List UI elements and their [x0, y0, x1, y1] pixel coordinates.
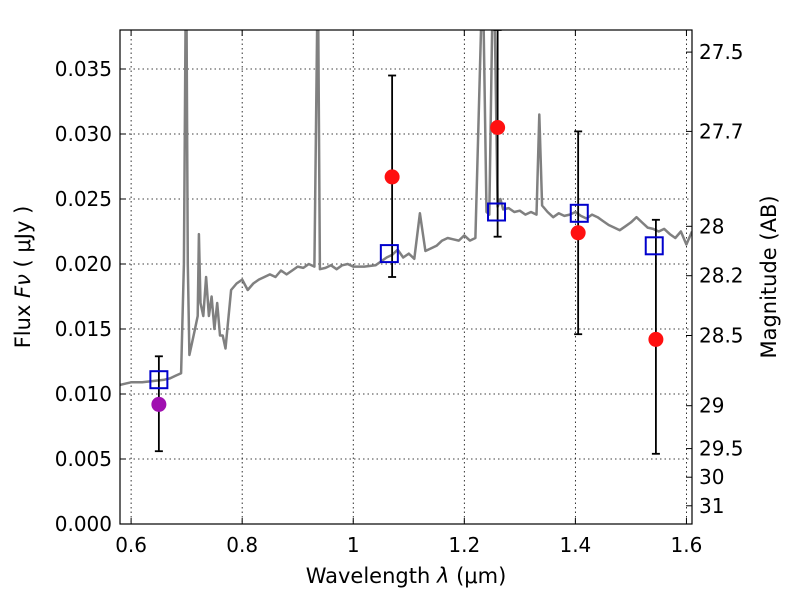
model-flux-square	[644, 236, 664, 256]
x-axis-label: Wavelength λ (μm)	[306, 564, 507, 588]
y2-tick-label: 29.5	[699, 437, 744, 461]
x-axis-label-unit: (μm)	[456, 564, 506, 588]
y-tick-label: 0.000	[55, 512, 112, 536]
observed-flux-point	[384, 169, 400, 185]
y-axis-label-text: Flux	[11, 305, 35, 349]
y2-tick-label: 27.5	[699, 40, 744, 64]
observed-flux-point	[648, 331, 664, 347]
y-tick-label: 0.035	[55, 57, 112, 81]
model-flux-square	[569, 203, 589, 223]
x-axis-label-text: Wavelength	[306, 564, 431, 588]
y-tick-label: 0.030	[55, 122, 112, 146]
y-tick-label: 0.015	[55, 317, 112, 341]
observed-flux-point	[570, 225, 586, 241]
y-tick-label: 0.005	[55, 447, 112, 471]
y2-tick-label: 27.7	[699, 119, 744, 143]
axis-ticks: 0.6 0.8 1 1.2 1.4 1.6 0.000 0.005 0.010 0.015 0.02…	[55, 30, 744, 557]
y2-tick-label: 31	[699, 494, 724, 518]
y-axis-label-unit: ( μJy )	[11, 206, 35, 268]
model-flux-square	[487, 202, 507, 222]
x-tick-label: 1	[347, 533, 360, 557]
x-axis-label-symbol: λ	[436, 564, 449, 588]
x-tick-label: 0.6	[115, 533, 147, 557]
x-tick-label: 1.4	[559, 533, 591, 557]
model-flux-square	[379, 244, 399, 264]
observed-flux-point	[490, 120, 506, 135]
y-tick-label: 0.020	[55, 252, 112, 276]
y-tick-label: 0.010	[55, 382, 112, 406]
model-flux-square	[149, 370, 169, 390]
x-tick-label: 1.2	[448, 533, 480, 557]
y-axis-label-symbol: Fν	[11, 274, 35, 298]
model-spectrum-line	[120, 30, 692, 387]
x-tick-label: 0.8	[226, 533, 258, 557]
y2-tick-label: 28.5	[699, 324, 744, 348]
y2-tick-label: 30	[699, 465, 724, 489]
y2-axis-label: Magnitude (AB)	[757, 195, 781, 358]
plot-frame	[119, 29, 693, 525]
y2-tick-label: 28	[699, 214, 724, 238]
y2-tick-label: 29	[699, 394, 724, 418]
plot-area	[120, 30, 692, 455]
y-axis-label: Flux Fν ( μJy )	[11, 206, 35, 349]
y-tick-label: 0.025	[55, 187, 112, 211]
y2-tick-label: 28.2	[699, 264, 744, 288]
x-tick-label: 1.6	[671, 533, 703, 557]
observed-flux-point	[151, 396, 167, 412]
